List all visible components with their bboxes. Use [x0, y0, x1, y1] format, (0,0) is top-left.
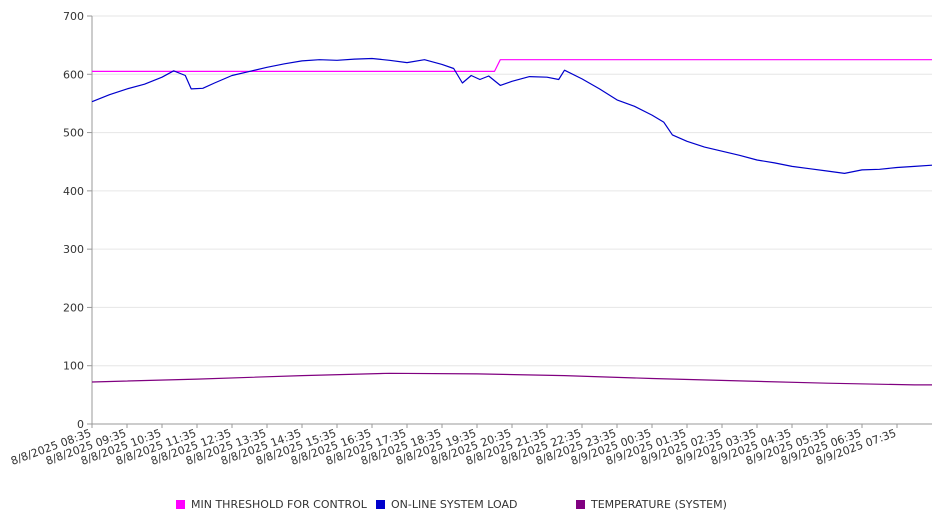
y-tick-label: 0: [77, 418, 84, 431]
y-tick-label: 100: [63, 360, 84, 373]
series-line-min-threshold: [92, 59, 932, 72]
y-tick-label: 300: [63, 243, 84, 256]
legend-item-min-threshold[interactable]: MIN THRESHOLD FOR CONTROL: [176, 498, 367, 511]
legend-item-system-load[interactable]: ON-LINE SYSTEM LOAD: [376, 498, 517, 511]
series-line-system-load: [91, 57, 933, 174]
y-tick-label: 700: [63, 10, 84, 23]
legend-label-min-threshold: MIN THRESHOLD FOR CONTROL: [191, 498, 367, 511]
y-tick-label: 400: [63, 185, 84, 198]
legend-swatch-min-threshold: [176, 500, 185, 509]
axes: [87, 15, 932, 428]
y-axis-ticks: 0 100 200 300 400 500 600 700: [63, 10, 84, 431]
x-axis-ticks: 8/8/2025 08:358/8/2025 09:358/8/2025 10:…: [9, 427, 898, 468]
legend: MIN THRESHOLD FOR CONTROL ON-LINE SYSTEM…: [0, 498, 946, 518]
series: [91, 57, 933, 386]
legend-swatch-system-load: [376, 500, 385, 509]
series-line-temperature: [91, 372, 932, 386]
legend-item-temperature[interactable]: TEMPERATURE (SYSTEM): [576, 498, 727, 511]
y-tick-label: 200: [63, 301, 84, 314]
legend-swatch-temperature: [576, 500, 585, 509]
legend-label-temperature: TEMPERATURE (SYSTEM): [591, 498, 727, 511]
grid: [92, 15, 932, 367]
legend-label-system-load: ON-LINE SYSTEM LOAD: [391, 498, 518, 511]
y-tick-label: 600: [63, 68, 84, 81]
y-tick-label: 500: [63, 127, 84, 140]
